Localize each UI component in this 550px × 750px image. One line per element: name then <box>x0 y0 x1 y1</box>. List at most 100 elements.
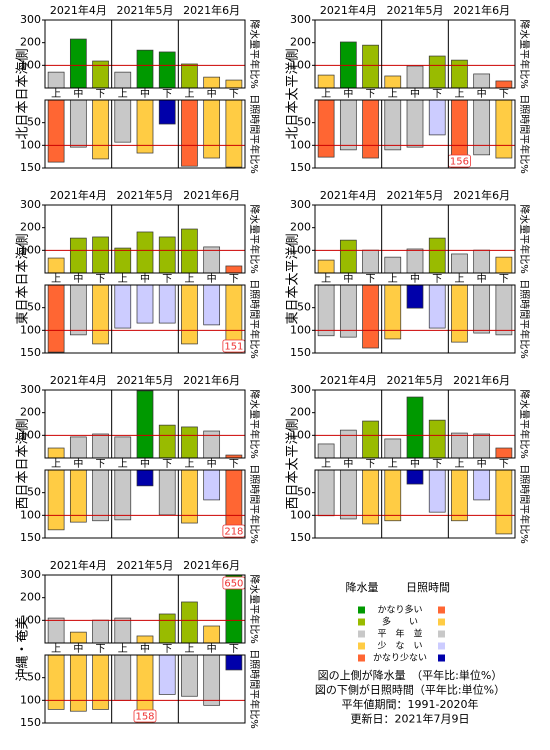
y-tick-label: 50 <box>297 486 311 499</box>
y-tick-label: 100 <box>20 693 41 706</box>
y-tick-label: 50 <box>297 301 311 314</box>
region-title: 西日本日本海側 <box>16 418 31 509</box>
y-tick-label: 100 <box>290 428 311 441</box>
dekad-label: 下 <box>499 274 509 285</box>
dekad-label: 下 <box>366 459 376 470</box>
y-tick-label: 150 <box>290 531 311 544</box>
y-tick-label: 200 <box>20 221 41 234</box>
dekad-label: 上 <box>321 273 331 285</box>
dekad-label: 下 <box>162 459 172 470</box>
legend-title: 降水量 <box>346 580 379 594</box>
bar <box>428 100 446 136</box>
bar <box>225 79 243 88</box>
bar <box>362 100 379 159</box>
bar <box>114 247 132 273</box>
plot-border <box>314 389 516 459</box>
bar <box>225 265 243 273</box>
dekad-label: 下 <box>96 644 106 655</box>
legend-swatch <box>438 642 445 650</box>
month-label: 2021年6月 <box>183 373 240 387</box>
bar <box>428 237 446 273</box>
bar <box>406 396 424 458</box>
legend-swatch <box>438 630 445 638</box>
legend-swatch <box>358 642 365 650</box>
dekad-label: 下 <box>229 644 239 655</box>
bar <box>203 625 221 643</box>
y-tick-label: 100 <box>20 323 41 336</box>
bar <box>473 100 491 156</box>
y-tick-label: 50 <box>27 116 41 129</box>
dekad-label: 中 <box>140 272 150 285</box>
y-tick-label: 150 <box>20 161 41 174</box>
dekad-label: 上 <box>118 643 128 655</box>
bar <box>158 613 176 643</box>
bar <box>317 100 335 158</box>
bar <box>339 285 357 338</box>
bar <box>339 470 357 520</box>
y-tick-label: 100 <box>20 508 41 521</box>
dekad-label: 上 <box>184 643 194 655</box>
bar <box>317 443 335 458</box>
bar <box>114 71 132 88</box>
bar <box>158 51 176 88</box>
dekad-label: 下 <box>432 89 442 100</box>
y-tick-label: 300 <box>290 13 311 26</box>
bar <box>158 100 176 125</box>
bar <box>473 249 491 273</box>
dekad-label: 中 <box>73 272 83 285</box>
bar <box>406 248 424 273</box>
dekad-label: 下 <box>162 89 172 100</box>
bar <box>362 44 379 88</box>
bar <box>92 285 109 345</box>
plot-border <box>314 469 516 539</box>
legend-swatch <box>358 654 365 662</box>
axis-label: 日照時間平年比% <box>518 279 531 359</box>
axis-label: 降水量平年比% <box>248 204 261 274</box>
bar <box>69 470 87 523</box>
plot-border <box>314 284 516 354</box>
dekad-label: 上 <box>118 273 128 285</box>
bar <box>406 285 424 309</box>
dekad-label: 中 <box>343 457 353 470</box>
axis-label: 日照時間平年比% <box>518 94 531 174</box>
axis-label: 降水量平年比% <box>248 389 261 459</box>
dekad-label: 中 <box>140 642 150 655</box>
bar <box>136 231 154 273</box>
bar <box>69 655 87 712</box>
dekad-label: 下 <box>96 274 106 285</box>
note: 図の上側が降水量 （平年比:単位%） <box>318 668 503 682</box>
axis-label: 日照時間平年比% <box>518 464 531 544</box>
legend-label: 平 年 並 <box>377 628 422 640</box>
dekad-label: 中 <box>410 457 420 470</box>
month-label: 2021年4月 <box>50 373 107 387</box>
legend-title: 日照時間 <box>406 581 450 594</box>
bar <box>47 257 65 273</box>
bar <box>317 74 335 88</box>
bar <box>317 470 335 517</box>
dekad-label: 上 <box>454 273 464 285</box>
axis-label: 日照時間平年比% <box>248 464 261 544</box>
month-label: 2021年5月 <box>387 3 444 17</box>
axis-label: 降水量平年比% <box>518 19 531 89</box>
month-label: 2021年4月 <box>50 558 107 572</box>
bar <box>114 100 132 143</box>
plot-border <box>44 19 246 89</box>
y-tick-label: 300 <box>290 383 311 396</box>
month-label: 2021年5月 <box>387 188 444 202</box>
value-label: 650 <box>224 579 243 590</box>
bar <box>225 655 243 671</box>
bar <box>69 631 87 643</box>
legend-swatch <box>438 618 445 626</box>
bar <box>47 100 65 163</box>
dekad-label: 上 <box>454 458 464 470</box>
bar <box>451 432 468 458</box>
dekad-label: 上 <box>51 643 61 655</box>
month-label: 2021年6月 <box>453 188 510 202</box>
y-tick-label: 100 <box>20 138 41 151</box>
dekad-label: 中 <box>73 87 83 100</box>
dekad-label: 下 <box>229 459 239 470</box>
y-tick-label: 150 <box>290 161 311 174</box>
dekad-label: 下 <box>162 644 172 655</box>
bar <box>181 470 198 524</box>
